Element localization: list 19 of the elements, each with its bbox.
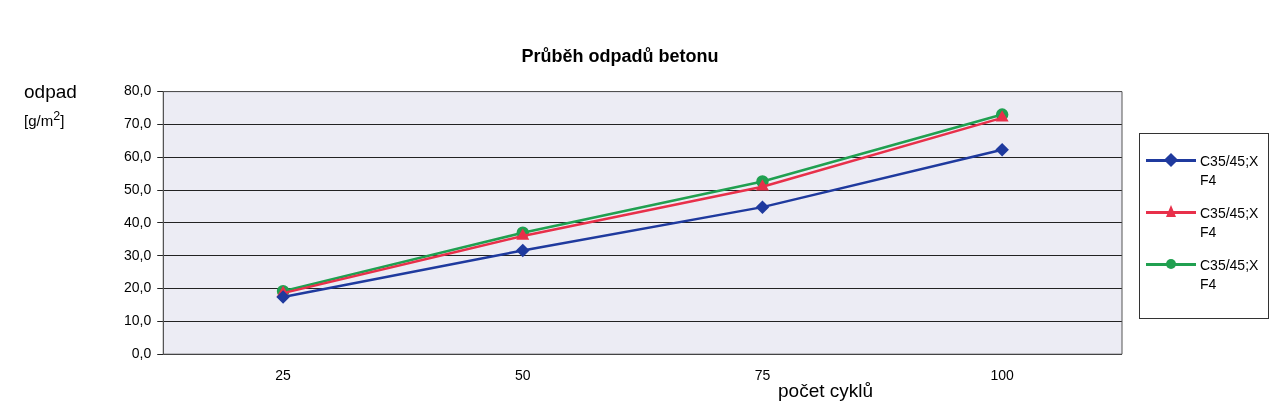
x-axis-title: počet cyklů (778, 380, 874, 402)
x-tick-label: 25 (275, 367, 292, 384)
y-tick-label: 50,0 (124, 180, 152, 197)
y-tick-label: 0,0 (131, 345, 152, 362)
y-axis-title: odpad [g/m$^{2}$] (24, 80, 78, 131)
x-tick-label: 100 (990, 367, 1015, 384)
legend-label: C35/45;X F4 (1200, 152, 1260, 190)
y-tick-label: 70,0 (124, 115, 152, 132)
chart-title: Průběh odpadů betonu (521, 45, 719, 66)
x-tick-label: 50 (514, 367, 531, 384)
legend-label: C35/45;X F4 (1200, 204, 1260, 242)
y-tick-label: 20,0 (124, 279, 152, 296)
y-tick-label: 80,0 (124, 82, 152, 99)
x-tick-label: 75 (754, 367, 771, 384)
y-tick-label: 30,0 (124, 246, 152, 263)
y-tick-label: 40,0 (124, 213, 152, 230)
y-tick-label: 10,0 (124, 312, 152, 329)
y-tick-label: 60,0 (124, 148, 152, 165)
legend-label: C35/45;X F4 (1200, 256, 1260, 294)
